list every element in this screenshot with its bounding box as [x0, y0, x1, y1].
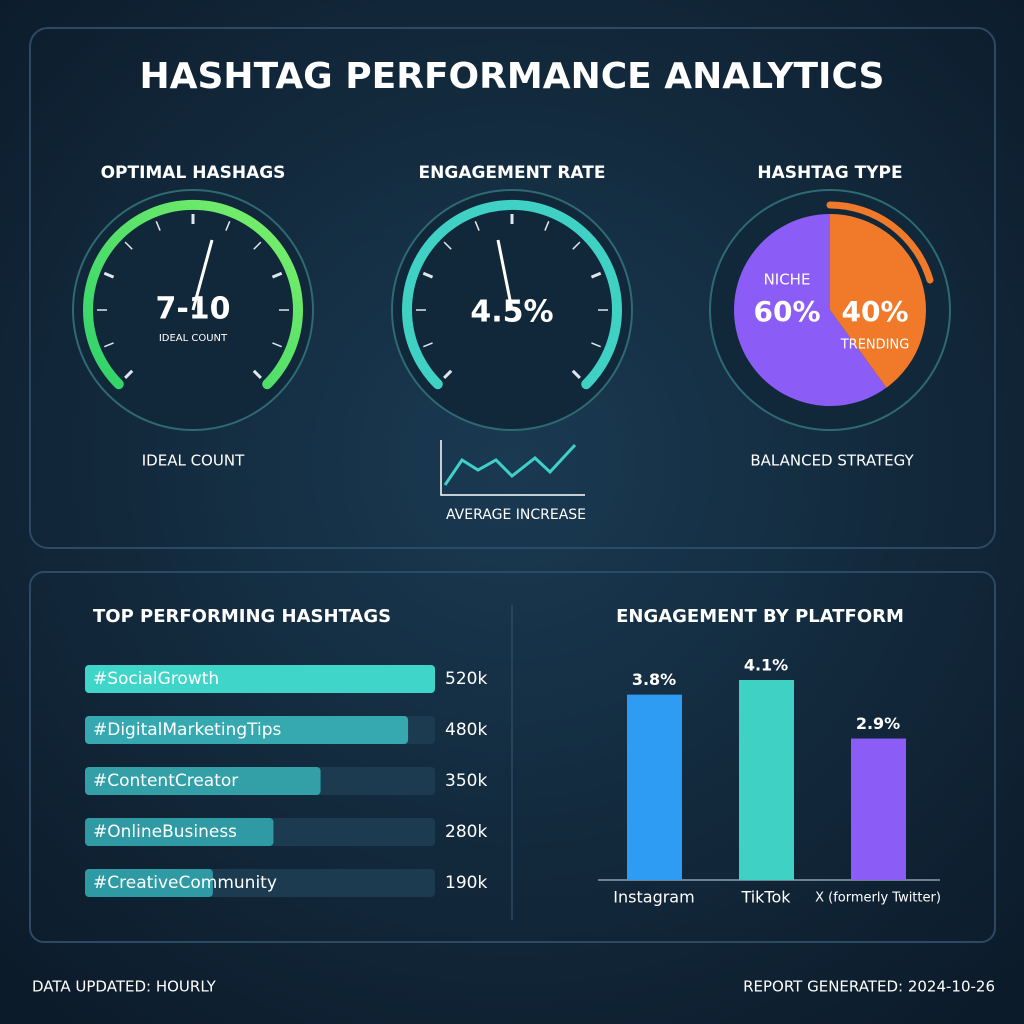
bar-value-label: 2.9%: [856, 714, 900, 733]
gauge-caption: IDEAL COUNT: [142, 452, 245, 470]
gauge-tick: [252, 369, 262, 379]
gauge-tick: [572, 241, 581, 250]
bar: [627, 694, 682, 880]
chart-caption: BALANCED STRATEGY: [750, 452, 914, 470]
gauge-tick: [423, 342, 433, 348]
bar: [739, 680, 794, 880]
gauge-tick: [103, 271, 115, 279]
slice-value-label: 60%: [753, 295, 820, 328]
gauge-value: 7-10: [155, 292, 230, 327]
bar-value-label: 480k: [445, 720, 487, 740]
bar: [85, 869, 213, 897]
gauge-tick: [443, 369, 453, 379]
gauge-tick: [272, 342, 282, 348]
gauge-title: ENGAGEMENT RATE: [419, 163, 606, 183]
bottom-panel: [29, 571, 996, 943]
gauge-tick: [571, 369, 581, 379]
gauge-arc: [402, 199, 622, 390]
bar: [85, 665, 435, 693]
gauge-tick: [225, 221, 231, 231]
gauge-tick: [104, 342, 114, 348]
pie-accent: [826, 201, 934, 284]
footer-right: REPORT GENERATED: 2024-10-26: [743, 978, 995, 996]
gauge-tick: [124, 241, 133, 250]
bar-value-label: 350k: [445, 771, 487, 791]
pie-slice: [830, 214, 926, 388]
trend-line: [443, 443, 577, 486]
x-tick-label: TikTok: [740, 888, 791, 907]
gauge-tick: [443, 241, 452, 250]
bar-category: #SocialGrowth: [93, 669, 219, 689]
bar: [851, 738, 906, 880]
gauge-tick: [271, 271, 283, 279]
gauge-tick: [422, 271, 434, 279]
bar-value-label: 190k: [445, 873, 487, 893]
trend-axes: [440, 440, 585, 496]
gauge-tick: [155, 221, 161, 231]
bar-value-label: 520k: [445, 669, 487, 689]
x-tick-label: X (formerly Twitter): [815, 891, 941, 906]
gauge-tick: [124, 369, 134, 379]
chart-title: HASHTAG TYPE: [757, 163, 902, 183]
bar-category: #DigitalMarketingTips: [93, 720, 281, 740]
gauge-needle: [191, 239, 214, 311]
footer-left: DATA UPDATED: HOURLY: [32, 978, 217, 996]
bar-value-label: 280k: [445, 822, 487, 842]
chart-title: TOP PERFORMING HASHTAGS: [93, 606, 391, 627]
pie-slice: [734, 214, 887, 406]
gauge-tick: [544, 221, 550, 231]
gauge-needle: [496, 239, 514, 311]
slice-label: NICHE: [764, 271, 811, 289]
bar-value-label: 3.8%: [632, 670, 676, 689]
gauge-value: 4.5%: [470, 295, 553, 330]
x-tick-label: Instagram: [613, 888, 694, 907]
gauge-tick: [591, 342, 601, 348]
gauge-tick: [253, 241, 262, 250]
gauge-tick: [590, 271, 602, 279]
slice-value-label: 40%: [841, 295, 908, 328]
gauge-caption: AVERAGE INCREASE: [446, 507, 586, 523]
chart-title: ENGAGEMENT BY PLATFORM: [616, 606, 904, 627]
page-title: HASHTAG PERFORMANCE ANALYTICS: [140, 56, 885, 97]
bar: [85, 818, 274, 846]
slice-label: TRENDING: [840, 338, 910, 353]
bar: [85, 767, 321, 795]
bar-category: #ContentCreator: [93, 771, 238, 791]
gauge-tick: [474, 221, 480, 231]
gauge-title: OPTIMAL HASHAGS: [101, 163, 286, 183]
bar-category: #OnlineBusiness: [93, 822, 237, 842]
top-panel: [29, 27, 996, 549]
bar-value-label: 4.1%: [744, 656, 788, 675]
gauge-inner-label: IDEAL COUNT: [159, 333, 228, 344]
bar-category: #CreativeCommunity: [93, 873, 277, 893]
bar: [85, 716, 409, 744]
gauge-arc: [83, 199, 303, 390]
